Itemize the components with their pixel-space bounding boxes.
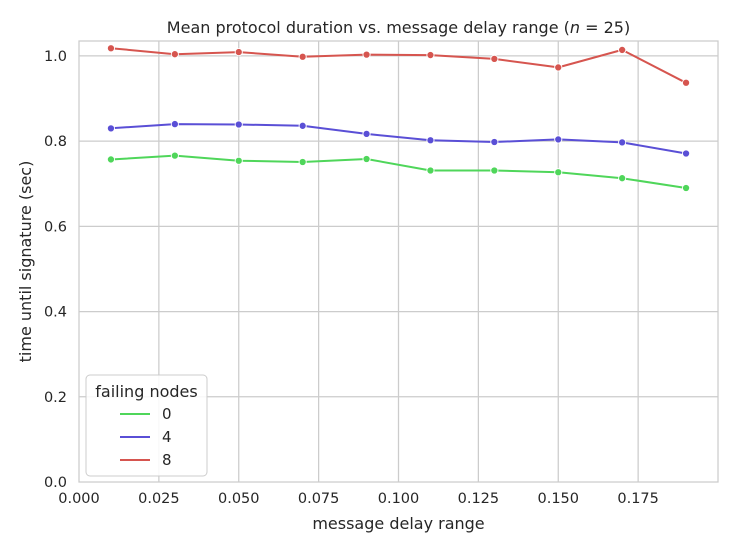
data-point [554, 63, 563, 72]
data-point [170, 50, 179, 59]
data-point [682, 183, 691, 193]
series-8 [106, 44, 691, 87]
data-point [490, 137, 499, 147]
data-point [234, 120, 243, 129]
y-tick-label: 0.8 [44, 134, 67, 150]
data-point [170, 120, 179, 129]
x-tick-label: 0.000 [58, 491, 100, 507]
data-point [426, 136, 435, 145]
y-tick-label: 0.0 [44, 475, 67, 491]
data-point [106, 155, 115, 164]
series-line [110, 123, 687, 155]
data-point [234, 156, 243, 165]
y-axis-label: time until signature (sec) [16, 161, 35, 363]
data-point [618, 174, 627, 183]
data-point [682, 149, 691, 158]
x-tick-label: 0.050 [218, 491, 260, 507]
x-tick-label: 0.125 [458, 491, 500, 507]
x-tick-label: 0.175 [617, 491, 659, 507]
x-tick-labels: 0.000 0.025 0.050 0.075 0.100 0.125 0.150 0.175 [58, 491, 659, 507]
data-point [106, 124, 115, 133]
data-point [298, 157, 307, 167]
series-line [110, 47, 687, 84]
series-4 [106, 120, 691, 158]
data-point [362, 50, 371, 59]
data-point [362, 154, 371, 164]
legend: failing nodes 0 4 8 [85, 374, 208, 477]
legend-items: 0 4 8 [120, 405, 172, 469]
chart-title: Mean protocol duration vs. message delay… [167, 18, 630, 37]
data-point [170, 151, 179, 160]
data-point [426, 166, 435, 175]
data-point [234, 48, 243, 57]
plot-frame [78, 40, 719, 483]
x-axis-label: message delay range [312, 514, 484, 533]
x-tick-label: 0.025 [138, 491, 180, 507]
data-point [618, 45, 627, 54]
data-point [490, 166, 499, 175]
x-tick-label: 0.075 [298, 491, 340, 507]
y-tick-label: 0.6 [44, 219, 67, 235]
data-point [362, 129, 371, 138]
series-0 [106, 151, 691, 193]
legend-box [85, 374, 208, 477]
legend-label: 0 [162, 405, 172, 423]
legend-label: 8 [162, 451, 172, 469]
data-point [618, 138, 627, 147]
data-point [298, 121, 307, 130]
legend-title: failing nodes [95, 382, 197, 401]
y-tick-label: 1.0 [44, 49, 67, 65]
data-point [426, 51, 435, 60]
y-tick-label: 0.4 [44, 305, 67, 321]
x-tick-label: 0.100 [378, 491, 420, 507]
data-point [554, 168, 563, 177]
series-group [106, 44, 691, 193]
data-point [554, 135, 563, 144]
data-point [298, 52, 307, 61]
legend-label: 4 [162, 428, 172, 446]
y-tick-label: 0.2 [44, 390, 67, 406]
x-tick-label: 0.150 [537, 491, 579, 507]
data-point [490, 54, 499, 63]
title-variable: n [570, 18, 580, 37]
series-line [110, 154, 687, 189]
y-tick-labels: 0.0 0.2 0.4 0.6 0.8 1.0 [44, 49, 67, 491]
data-point [682, 78, 691, 87]
data-point [106, 44, 115, 53]
